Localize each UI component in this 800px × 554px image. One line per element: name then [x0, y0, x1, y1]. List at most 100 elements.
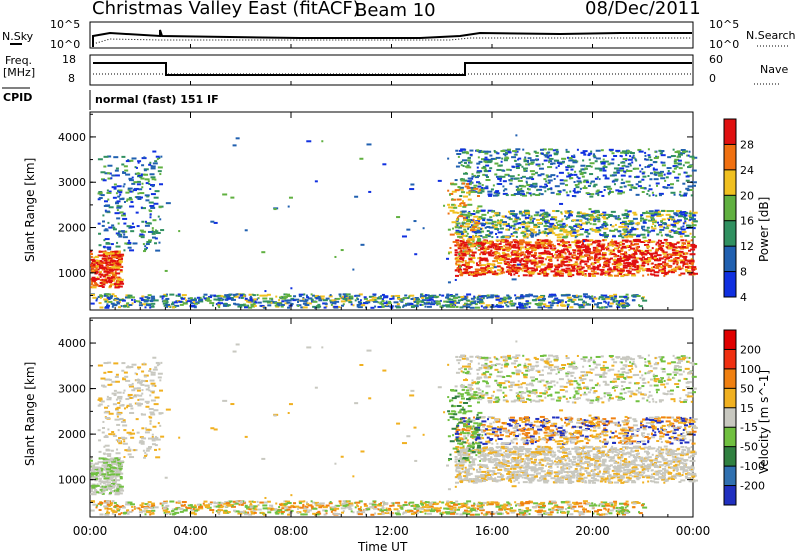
power-return [477, 257, 481, 260]
power-return [576, 273, 581, 276]
power-return [475, 247, 478, 250]
power-return [584, 167, 588, 170]
power-return [160, 155, 163, 158]
power-return [179, 303, 184, 306]
power-return [524, 235, 529, 238]
power-return [566, 303, 570, 306]
power-return [521, 226, 525, 229]
power-return [581, 214, 585, 217]
power-return [666, 167, 672, 170]
power-return [149, 205, 155, 208]
power-return [148, 201, 154, 204]
power-return [317, 295, 321, 298]
power-return [651, 247, 654, 250]
power-return [640, 215, 643, 218]
power-return [98, 244, 102, 247]
power-return [280, 295, 284, 298]
power-return [468, 260, 473, 263]
power-return [595, 192, 600, 195]
power-return [473, 296, 477, 299]
power-return [627, 184, 632, 187]
power-return [547, 156, 550, 159]
power-return [107, 300, 110, 303]
power-return [473, 184, 478, 187]
power-return [347, 299, 352, 302]
power-return [469, 239, 475, 242]
power-return [639, 251, 645, 254]
power-return [483, 273, 487, 276]
power-colorbar-label: Power [dB] [757, 197, 771, 262]
velocity-return [126, 406, 129, 409]
power-return [469, 183, 472, 186]
power-return [563, 179, 568, 182]
power-return [409, 294, 415, 297]
power-return [316, 306, 320, 309]
power-return [527, 267, 533, 270]
power-return [410, 298, 414, 301]
power-return [458, 257, 464, 260]
power-return [490, 294, 495, 297]
power-return [613, 266, 619, 269]
power-return [535, 171, 539, 174]
power-return [416, 305, 419, 308]
power-return [641, 269, 645, 272]
power-return [285, 293, 291, 296]
power-return [544, 239, 549, 242]
velocity-return [133, 394, 139, 397]
power-return [653, 157, 659, 160]
power-return [262, 297, 268, 300]
power-return [536, 246, 542, 249]
power-return [190, 301, 195, 304]
power-return [517, 274, 520, 277]
power-return [668, 230, 672, 233]
power-return [479, 188, 485, 191]
power-return [622, 253, 626, 256]
power-return [123, 233, 126, 236]
power-return [433, 302, 437, 305]
power-return [609, 223, 612, 226]
power-return [166, 305, 171, 308]
power-return [424, 297, 429, 300]
power-return [558, 190, 562, 193]
power-return [457, 186, 461, 189]
power-return [535, 159, 538, 162]
velocity-return [144, 384, 150, 387]
power-return [528, 214, 531, 217]
power-return [628, 254, 631, 257]
power-return [460, 148, 466, 151]
power-return [588, 215, 593, 218]
power-return [104, 250, 107, 253]
power-return [129, 205, 135, 208]
power-return [233, 295, 239, 298]
power-return [473, 187, 479, 190]
power-return [467, 243, 472, 246]
power-return [555, 193, 561, 196]
power-return [314, 306, 317, 309]
power-return [610, 252, 613, 255]
power-return [371, 296, 377, 299]
velocity-return [135, 418, 139, 421]
power-return [389, 305, 393, 308]
power-return [494, 228, 500, 231]
velocity-return [108, 461, 111, 464]
power-return [384, 295, 389, 298]
power-return [107, 177, 112, 180]
power-return [177, 294, 181, 297]
power-return [102, 268, 106, 271]
power-return [462, 159, 468, 162]
velocity-return [115, 473, 121, 476]
power-return [607, 247, 610, 250]
power-return [521, 165, 524, 168]
power-return [651, 256, 655, 259]
velocity-return [117, 429, 120, 432]
power-return [559, 179, 564, 182]
power-return [481, 184, 484, 187]
power-return [515, 228, 520, 231]
power-return [487, 252, 492, 255]
power-return [464, 261, 470, 264]
power-return [180, 297, 185, 300]
power-return [504, 188, 508, 191]
power-return [656, 215, 662, 218]
power-return [504, 236, 510, 239]
power-return [118, 191, 123, 194]
